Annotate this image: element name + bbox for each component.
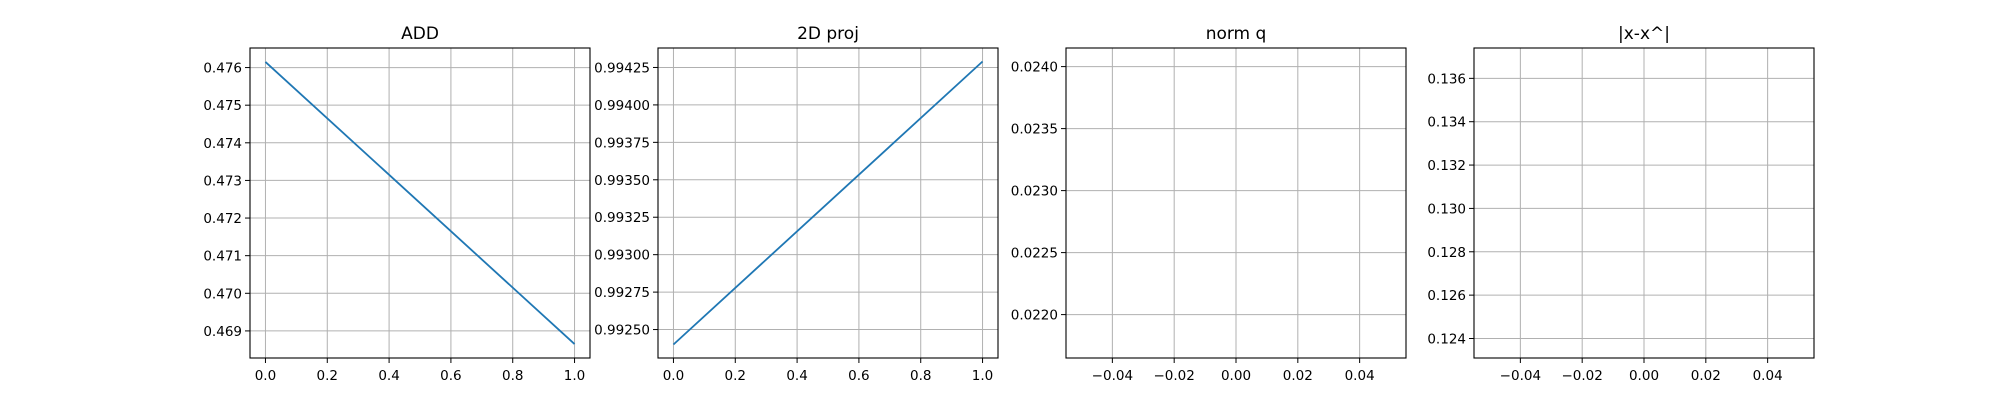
series-line: [264, 61, 576, 345]
y-tick-label: 0.132: [1427, 158, 1466, 174]
y-tick-label: 0.99275: [594, 285, 650, 301]
ticks: −0.04 −0.02 0.00 0.02 0.04 0.124 0.126 0.128 0.1…: [1427, 71, 1782, 384]
y-tick-label: 0.99375: [594, 135, 650, 151]
y-tick-label: 0.0225: [1011, 246, 1058, 262]
x-tick-label: 0.00: [1629, 368, 1659, 384]
subplot-norm-q: norm q −0.04 −0.02 0.00 0.02 0.04 0.0220 0.022…: [1011, 24, 1407, 384]
x-tick-label: 0.4: [786, 368, 807, 384]
x-tick-label: 0.0: [255, 368, 276, 384]
subplot-2d-proj: 2D proj 0.0 0.2 0.4 0.6 0.8 1.0 0.99250 0.99275…: [594, 24, 999, 384]
x-tick-label: 0.04: [1345, 368, 1375, 384]
x-tick-label: 0.0: [663, 368, 684, 384]
y-tick-label: 0.0235: [1011, 122, 1058, 138]
y-tick-label: 0.474: [203, 136, 242, 152]
y-tick-label: 0.473: [203, 173, 242, 189]
x-tick-label: −0.02: [1561, 368, 1602, 384]
x-tick-label: 0.04: [1753, 368, 1783, 384]
y-tick-label: 0.99300: [594, 248, 650, 264]
x-tick-label: 0.8: [502, 368, 523, 384]
grid: [1474, 48, 1814, 358]
grid: [658, 48, 998, 358]
grid: [1066, 48, 1406, 358]
axes-frame: [1065, 47, 1407, 359]
x-tick-label: 0.6: [440, 368, 461, 384]
x-tick-label: 0.2: [317, 368, 338, 384]
axes-frame: [1473, 47, 1815, 359]
y-tick-label: 0.99425: [594, 60, 650, 76]
y-tick-label: 0.126: [1427, 288, 1466, 304]
x-tick-label: 0.02: [1691, 368, 1721, 384]
y-tick-label: 0.0230: [1011, 184, 1058, 200]
x-tick-label: 0.8: [910, 368, 931, 384]
y-tick-label: 0.134: [1427, 115, 1466, 131]
subplot-add: ADD 0.0 0.2 0.4 0.6 0.8 1.0 0.469 0.470 0.471 0.4…: [203, 24, 591, 384]
y-tick-label: 0.0240: [1011, 60, 1058, 76]
subplot-title: |x-x^|: [1618, 24, 1670, 44]
x-tick-label: 0.2: [725, 368, 746, 384]
ticks: 0.0 0.2 0.4 0.6 0.8 1.0 0.99250 0.99275 0.99300 0…: [594, 60, 993, 384]
y-tick-label: 0.124: [1427, 331, 1466, 347]
subplot-title: ADD: [401, 24, 439, 44]
y-tick-label: 0.471: [203, 249, 242, 265]
series-line: [672, 60, 984, 346]
subplot-x-error: |x-x^| −0.04 −0.02 0.00 0.02 0.04 0.124 0.126 0…: [1427, 24, 1815, 384]
subplot-title: norm q: [1206, 24, 1267, 44]
grid: [250, 48, 590, 358]
axes-frame: [657, 47, 999, 359]
y-tick-label: 0.99350: [594, 173, 650, 189]
y-tick-label: 0.136: [1427, 71, 1466, 87]
x-tick-label: −0.04: [1092, 368, 1133, 384]
y-tick-label: 0.99325: [594, 210, 650, 226]
x-tick-label: 0.4: [378, 368, 399, 384]
y-tick-label: 0.470: [203, 286, 242, 302]
ticks: 0.0 0.2 0.4 0.6 0.8 1.0 0.469 0.470 0.471 0.472 0.…: [203, 61, 585, 384]
y-tick-label: 0.469: [203, 324, 242, 340]
y-tick-label: 0.475: [203, 98, 242, 114]
axes-frame: [249, 47, 591, 359]
x-tick-label: −0.02: [1153, 368, 1194, 384]
x-tick-label: 1.0: [564, 368, 585, 384]
subplot-title: 2D proj: [797, 24, 859, 44]
x-tick-label: 0.00: [1221, 368, 1251, 384]
y-tick-label: 0.128: [1427, 245, 1466, 261]
y-tick-label: 0.99400: [594, 98, 650, 114]
x-tick-label: 0.02: [1283, 368, 1313, 384]
x-tick-label: −0.04: [1500, 368, 1541, 384]
y-tick-label: 0.472: [203, 211, 242, 227]
x-tick-label: 1.0: [972, 368, 993, 384]
y-tick-label: 0.0220: [1011, 308, 1058, 324]
y-tick-label: 0.130: [1427, 201, 1466, 217]
ticks: −0.04 −0.02 0.00 0.02 0.04 0.0220 0.0225 0.0230…: [1011, 60, 1375, 384]
y-tick-label: 0.476: [203, 61, 242, 77]
x-tick-label: 0.6: [848, 368, 869, 384]
y-tick-label: 0.99250: [594, 323, 650, 339]
